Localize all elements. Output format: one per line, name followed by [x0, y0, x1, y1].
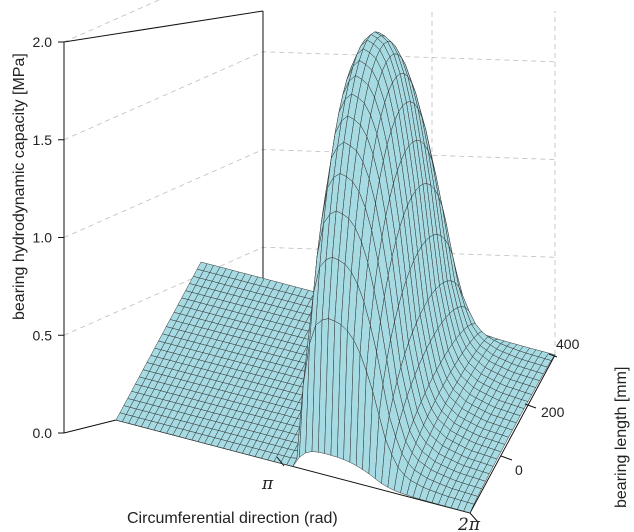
- z-axis-label: bearing hydrodynamic capacity [MPa]: [11, 53, 28, 320]
- x-tick-mark-pi: [276, 456, 285, 467]
- x-tick-mark-2pi: [469, 512, 479, 523]
- y-tick-label-0: 0: [515, 462, 523, 478]
- x-axis-label: Circumferential direction (rad): [127, 510, 338, 527]
- surface-facet: [463, 501, 475, 514]
- back-grid-line: [63, 149, 556, 238]
- frame-top-back-edge: [63, 10, 264, 43]
- y-tick-mark-200: [524, 403, 537, 409]
- y-axis-label: bearing length [mm]: [613, 367, 630, 508]
- back-grid-line: [63, 0, 160, 43]
- x-tick-label-2pi: 2π: [457, 515, 481, 532]
- y-tick-label-200: 200: [541, 404, 565, 420]
- z-tick-label: 1.0: [33, 230, 53, 246]
- x-axis-ticks: π 2π: [261, 456, 481, 532]
- z-tick-label: 1.5: [33, 132, 53, 148]
- z-tick-label: 0.0: [33, 425, 53, 441]
- z-axis-ticks: 0.0 0.5 1.0 1.5 2.0: [33, 34, 64, 441]
- back-grid-line: [63, 51, 556, 141]
- y-axis-ticks: 0 200 400: [500, 336, 580, 478]
- z-tick-label: 0.5: [33, 327, 53, 343]
- z-tick-label: 2.0: [33, 34, 53, 50]
- y-tick-mark-400: [548, 353, 558, 358]
- frame-right-bottom-edge: [469, 354, 556, 514]
- frame-bottom-left-edge: [63, 419, 117, 434]
- x-tick-label-pi: π: [261, 474, 274, 494]
- y-tick-label-400: 400: [556, 336, 580, 352]
- y-tick-mark-0: [500, 455, 513, 461]
- pressure-surface: [115, 31, 556, 514]
